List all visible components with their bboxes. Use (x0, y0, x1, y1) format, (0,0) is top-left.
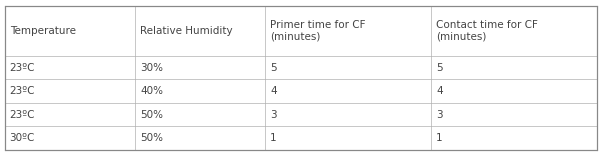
Bar (431, 79, 597, 103)
Bar (5, 6, 135, 56)
Bar (135, 103, 265, 126)
Text: 4: 4 (270, 86, 277, 96)
Text: 30%: 30% (140, 63, 163, 73)
Bar (5, 79, 135, 103)
Text: 50%: 50% (140, 110, 163, 119)
Bar (265, 56, 431, 79)
Text: 23ºC: 23ºC (10, 110, 35, 119)
Text: 5: 5 (270, 63, 277, 73)
Bar (431, 126, 597, 150)
Text: 30ºC: 30ºC (10, 133, 35, 143)
Bar (265, 126, 431, 150)
Text: Primer time for CF
(minutes): Primer time for CF (minutes) (270, 20, 366, 42)
Bar (5, 126, 135, 150)
Text: 3: 3 (436, 110, 442, 119)
Text: 4: 4 (436, 86, 442, 96)
Bar (135, 79, 265, 103)
Text: Temperature: Temperature (10, 26, 76, 36)
Bar (431, 56, 597, 79)
Text: 1: 1 (436, 133, 442, 143)
Text: 1: 1 (270, 133, 277, 143)
Text: 40%: 40% (140, 86, 163, 96)
Text: 23ºC: 23ºC (10, 63, 35, 73)
Bar (135, 56, 265, 79)
Text: Contact time for CF
(minutes): Contact time for CF (minutes) (436, 20, 538, 42)
Bar (135, 6, 265, 56)
Bar (265, 6, 431, 56)
Bar (135, 126, 265, 150)
Text: Relative Humidity: Relative Humidity (140, 26, 232, 36)
Bar (431, 6, 597, 56)
Text: 3: 3 (270, 110, 277, 119)
Text: 50%: 50% (140, 133, 163, 143)
Bar (5, 56, 135, 79)
Bar (5, 103, 135, 126)
Text: 5: 5 (436, 63, 442, 73)
Bar (431, 103, 597, 126)
Bar (265, 103, 431, 126)
Bar (265, 79, 431, 103)
Text: 23ºC: 23ºC (10, 86, 35, 96)
